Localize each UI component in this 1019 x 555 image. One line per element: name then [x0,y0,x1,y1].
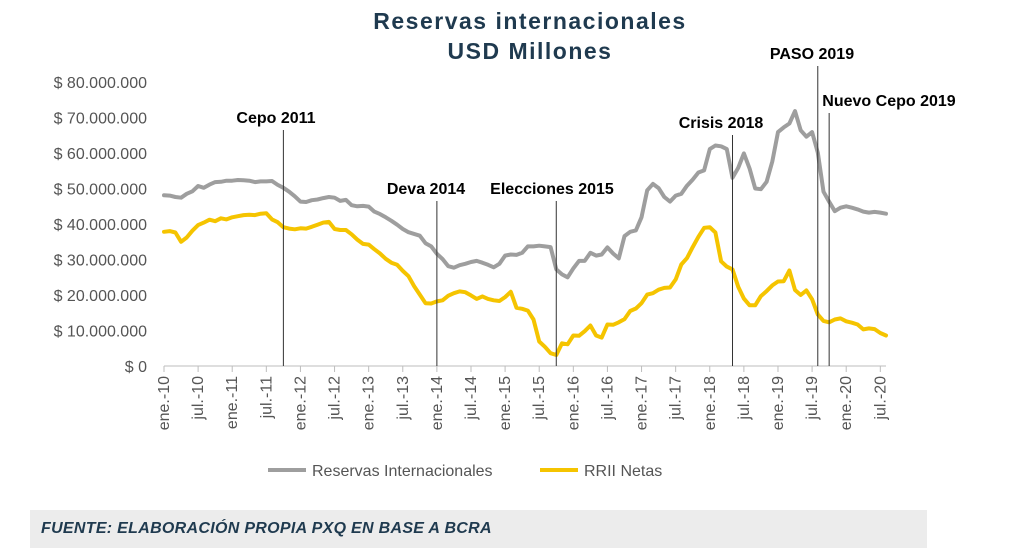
y-tick-label: $ 70.000.000 [54,111,148,128]
annotation-label: Deva 2014 [387,181,465,198]
y-tick-label: $ 60.000.000 [54,146,148,163]
source-box: FUENTE: ELABORACIÓN PROPIA PXQ EN BASE A… [30,510,927,548]
y-tick-label: $ 30.000.000 [54,253,148,270]
x-tick-label: jul.-19 [804,376,821,421]
x-tick-label: jul.-10 [190,376,207,421]
x-tick-label: jul.-18 [736,376,753,421]
x-tick-label: ene.-12 [292,376,309,430]
y-tick-label: $ 10.000.000 [54,324,148,341]
chart-title: Reservas internacionales [373,8,687,34]
x-tick-label: jul.-11 [258,376,275,419]
x-tick-label: jul.-20 [872,376,889,421]
annotation-label: Crisis 2018 [679,115,764,132]
x-tick-label: ene.-15 [497,376,514,430]
x-tick-label: ene.-14 [429,376,446,430]
chart-subtitle: USD Millones [447,38,613,64]
y-tick-label: $ 20.000.000 [54,288,148,305]
x-tick-label: jul.-14 [463,376,480,421]
annotation-label: Nuevo Cepo 2019 [822,93,955,110]
x-tick-label: ene.-10 [156,376,173,430]
x-tick-label: jul.-17 [668,376,685,421]
legend-label: Reservas Internacionales [312,463,493,480]
series-line-rrii-netas [162,211,888,357]
x-tick-label: ene.-17 [634,376,651,430]
x-tick-label: ene.-11 [224,376,241,429]
annotation-label: PASO 2019 [770,46,854,63]
x-tick-label: ene.-20 [838,376,855,430]
x-tick-label: ene.-19 [770,376,787,430]
x-tick-label: ene.-18 [702,376,719,430]
y-tick-label: $ 0 [125,359,147,376]
x-tick-label: ene.-16 [565,376,582,430]
x-tick-label: jul.-15 [531,376,548,421]
x-tick-label: jul.-16 [599,376,616,421]
annotation-label: Cepo 2011 [236,110,315,127]
y-tick-label: $ 40.000.000 [54,217,148,234]
y-tick-label: $ 50.000.000 [54,182,148,199]
y-tick-label: $ 80.000.000 [54,75,148,92]
legend-label: RRII Netas [584,463,662,480]
x-tick-label: ene.-13 [361,376,378,430]
source-text: FUENTE: ELABORACIÓN PROPIA PXQ EN BASE A… [41,520,492,537]
x-tick-label: jul.-12 [327,376,344,421]
annotation-label: Elecciones 2015 [490,181,614,198]
series-line-reservas-internacionales [162,109,888,280]
x-tick-label: jul.-13 [395,376,412,421]
